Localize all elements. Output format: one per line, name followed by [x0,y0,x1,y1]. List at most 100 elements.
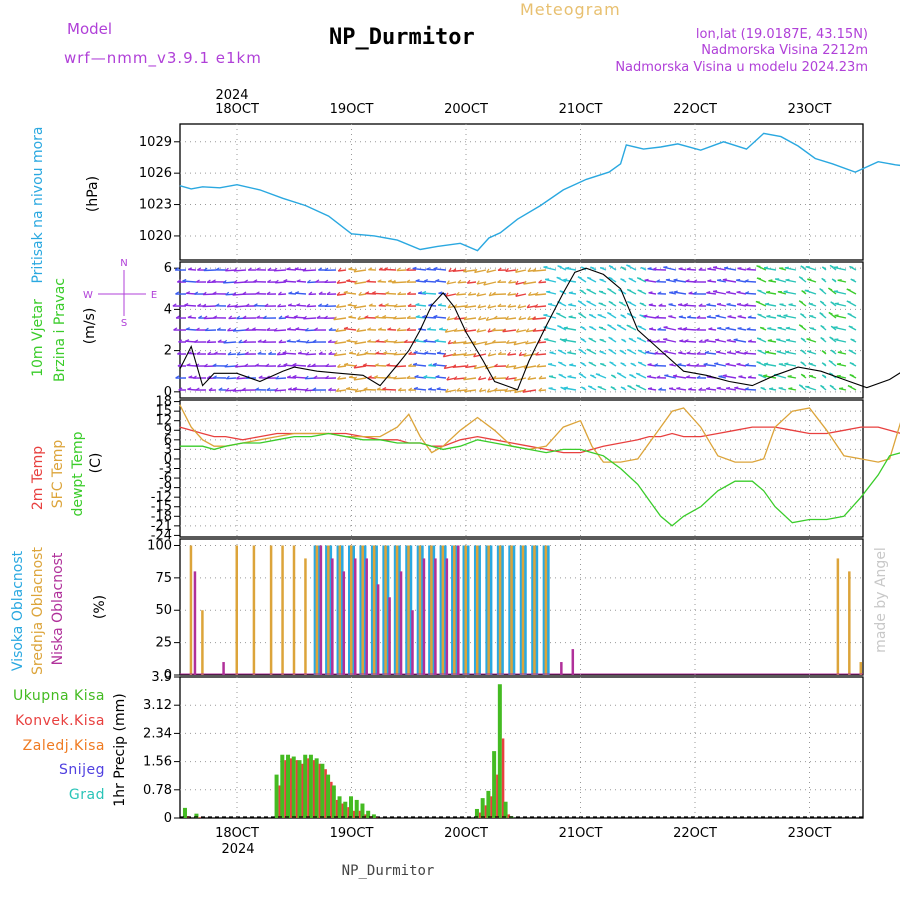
wind-arrow-head [187,387,192,390]
wind-arrow [356,329,367,333]
precip-total-bar [274,774,279,818]
cloud-mid-bar [189,545,193,675]
wind-arrow-head [565,266,570,269]
wind-arrow-head [608,276,613,280]
wind-arrow-head [829,336,834,340]
precip-total-bar [182,807,187,818]
wind-arrow [502,329,517,333]
y-tick-label: 6 [164,261,172,276]
wind-arrow-head [557,265,562,268]
y-tick-label: 0 [164,668,172,683]
wind-arrow-head [599,278,604,281]
wind-arrow [783,314,797,319]
wind-arrow [275,377,287,380]
wind-arrow-head [705,387,711,390]
wind-arrow-head [798,324,804,328]
y-tick-label: 3.12 [143,698,172,713]
wind-arrow-head [588,361,593,364]
y-tick-label: 12 [155,414,172,429]
wind-arrow-head [257,339,262,343]
wind-arrow-head [609,361,614,364]
wind-arrow [507,293,517,296]
wind-arrow-head [484,341,488,346]
wind-arrow-head [722,374,727,377]
wind-arrow-head [187,351,192,354]
wind-arrow-head [247,267,252,271]
wind-arrow-head [785,326,790,329]
wind-arrow [478,317,487,321]
wind-axis-label-line1: 10m Vjetar [30,299,46,377]
wind-arrow-head [413,350,418,354]
wind-arrow [413,351,427,355]
wind-arrow-head [417,291,423,294]
wind-arrow-head [294,267,299,270]
wind-arrow-head [619,349,624,353]
wind-arrow-head [327,339,332,343]
wind-arrow-head [227,327,231,332]
wind-arrow-head [364,315,369,319]
wind-arrow [384,304,397,307]
wind-arrow [275,281,287,284]
wind-arrow-head [747,339,753,343]
wind-arrow [236,353,247,356]
wind-arrow-head [562,338,568,341]
wind-arrow-head [586,300,591,303]
wind-arrow-head [707,267,712,270]
wind-arrow [456,293,467,296]
wind-arrow [296,280,307,283]
wind-arrow-head [282,350,287,354]
wind-arrow-head [785,278,790,281]
wind-arrow [712,266,727,271]
wind-arrow [236,377,247,380]
cloud-low-bar [354,558,357,675]
wind-arrow-head [669,387,674,390]
wind-arrow [338,269,347,272]
wind-arrow-head [515,292,519,297]
wind-arrow-head [704,350,710,354]
wind-arrow-head [788,387,793,390]
wind-arrow [423,376,437,379]
wind-arrow-head [665,278,670,281]
wind-arrow-head [428,387,433,391]
wind-arrow [479,389,487,393]
wind-arrow [784,363,797,367]
wind-arrow [426,268,437,271]
wind-arrow [476,293,487,297]
wind-arrow-head [820,324,825,328]
wind-arrow-head [348,351,354,354]
wind-arrow-head [639,302,644,305]
wind-arrow-head [328,327,333,331]
wind-arrow [336,305,347,308]
wind-arrow-head [286,375,292,378]
wind-arrow-head [696,375,701,379]
wind-arrow-head [627,385,632,388]
wind-arrow-head [326,291,331,295]
precip-conv-bar [358,810,362,818]
cloud-low-label: Niska Oblacnost [50,552,66,665]
wind-arrow [715,315,727,319]
y-tick-label: 18 [155,395,172,410]
wind-arrow-head [677,363,682,366]
wind-arrow-head [563,386,569,389]
wind-arrow-head [447,340,451,344]
cloud-mid-bar [395,545,399,675]
wind-arrow [726,291,737,295]
wind-arrow [704,351,717,355]
wind-arrow [744,304,757,307]
wind-arrow-head [266,387,271,391]
wind-arrow-head [766,314,771,317]
wind-arrow-head [178,387,183,391]
wind-arrow [712,290,727,295]
wind-arrow-head [744,279,749,282]
wind-arrow-head [445,388,449,393]
cloud-low-bar [222,662,225,675]
wind-arrow-head [463,352,468,357]
wind-arrow-head [453,316,458,320]
wind-arrow [673,375,687,379]
wind-arrow-head [487,352,491,357]
wind-arrow-head [607,311,612,315]
wind-arrow-head [446,316,451,321]
altitude-label: Nadmorska Visina 2212m [701,43,868,58]
wind-arrow [515,293,527,297]
cloud-low-bar [331,558,334,675]
